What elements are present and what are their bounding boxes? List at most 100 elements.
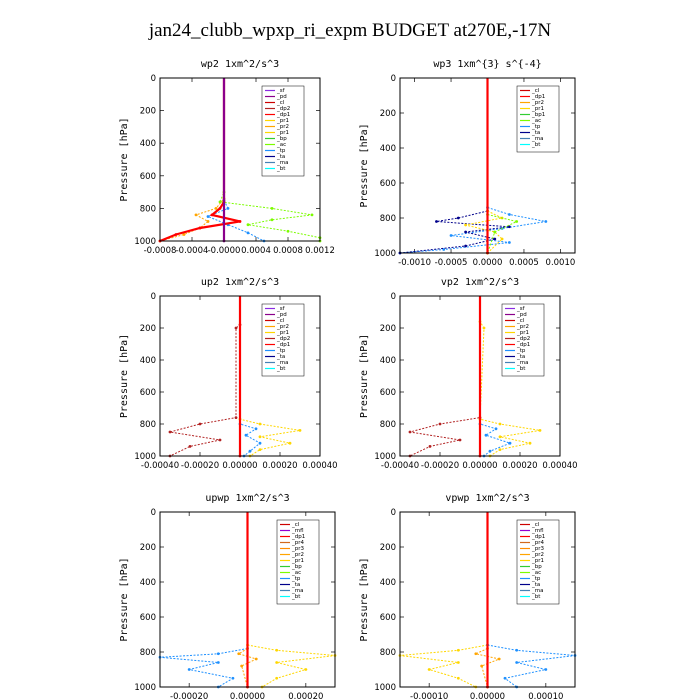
- legend-entry: _ta: [531, 582, 540, 588]
- data-point: [427, 668, 431, 671]
- data-point: [246, 223, 250, 227]
- x-tick-label: 0.00000: [470, 692, 505, 700]
- data-point: [507, 225, 511, 229]
- panel-title: wp2 1xm^2/s^3: [201, 59, 279, 70]
- series-line-tp: [159, 512, 248, 688]
- data-point: [218, 207, 222, 210]
- plot-frame: [399, 511, 576, 688]
- data-point: [188, 445, 192, 448]
- x-tick-label: -0.0005: [435, 258, 468, 268]
- data-point: [464, 230, 468, 234]
- series-line-dp2: [169, 296, 241, 457]
- legend-entry: _pr1: [516, 330, 529, 336]
- legend-entry: _pd: [276, 94, 287, 100]
- data-point: [218, 200, 222, 204]
- legend-entry: _pd: [276, 312, 287, 318]
- data-point: [456, 661, 460, 664]
- x-tick-label: -0.0000: [208, 246, 241, 256]
- y-tick-label: 800: [140, 420, 156, 430]
- x-tick-label: 0.00010: [528, 692, 563, 700]
- data-point: [493, 230, 497, 234]
- legend-entry: _sf: [276, 88, 286, 94]
- legend-entry: _ta: [291, 582, 300, 588]
- legend-entry: _ac: [531, 118, 541, 124]
- legend-entry: _tp: [531, 576, 541, 582]
- legend-entry: _cl: [531, 522, 540, 528]
- y-tick-label: 1000: [374, 683, 396, 693]
- data-point: [286, 229, 290, 233]
- legend-entry: _bp: [276, 136, 287, 142]
- legend-entry: _ma: [531, 588, 543, 594]
- data-point: [456, 216, 460, 220]
- series-line-ac: [219, 78, 321, 241]
- data-point: [498, 422, 502, 426]
- data-point: [214, 207, 218, 210]
- legend-box: [516, 519, 560, 605]
- panel-2: up2 1xm^2/s^3 Pressure [hPa] 0 200 400 600 800…: [119, 277, 338, 471]
- data-point: [198, 422, 202, 426]
- legend-entry: _pr2: [531, 552, 544, 558]
- data-point: [168, 430, 172, 434]
- legend-entry: _mfl: [531, 528, 544, 534]
- data-point: [258, 435, 262, 439]
- legend-entry: _bt: [291, 594, 301, 600]
- y-axis-label: Pressure [hPa]: [119, 334, 130, 418]
- data-point: [498, 435, 502, 439]
- data-point: [258, 448, 262, 451]
- legend-entry: _pr3: [291, 546, 305, 552]
- data-point: [310, 213, 314, 217]
- legend-entry: _pd: [516, 312, 527, 318]
- data-point: [275, 661, 279, 664]
- page-title: jan24_clubb_wpxp_ri_expm BUDGET at270E,-…: [148, 20, 552, 41]
- legend-entry: _dp1: [291, 534, 305, 540]
- x-tick-label: 0.00040: [302, 461, 337, 471]
- data-point: [544, 668, 548, 671]
- data-point: [464, 223, 468, 227]
- legend-entry: _ac: [531, 570, 541, 576]
- legend-entry: _tp: [276, 148, 286, 154]
- legend-entry: _tp: [516, 348, 526, 354]
- data-point: [482, 326, 486, 330]
- panel-title: upwp 1xm^2/s^3: [205, 493, 289, 504]
- y-tick-label: 800: [380, 420, 396, 430]
- legend-entry: _dp2: [276, 336, 290, 342]
- data-point: [174, 233, 178, 236]
- y-tick-label: 200: [380, 543, 396, 553]
- y-tick-label: 400: [140, 578, 156, 588]
- legend-entry: _pr2: [531, 100, 544, 106]
- data-point: [234, 416, 238, 419]
- x-tick-label: 0.0004: [241, 246, 271, 256]
- data-point: [275, 676, 279, 680]
- data-point: [210, 213, 214, 217]
- legend-entry: _ma: [516, 360, 528, 366]
- y-tick-label: 200: [380, 109, 396, 119]
- legend-entry: _cl: [276, 100, 285, 106]
- y-tick-label: 1000: [374, 249, 396, 259]
- legend-entry: _ta: [516, 354, 525, 360]
- y-tick-label: 800: [380, 648, 396, 658]
- y-axis-label: Pressure [hPa]: [359, 557, 370, 641]
- data-point: [194, 213, 198, 217]
- data-point: [544, 220, 548, 223]
- x-tick-label: 0.00000: [230, 692, 265, 700]
- y-tick-label: 600: [380, 388, 396, 398]
- y-tick-label: 0: [391, 74, 396, 84]
- data-point: [275, 648, 279, 652]
- data-point: [515, 661, 519, 664]
- y-tick-label: 0: [391, 292, 396, 302]
- y-tick-label: 1000: [134, 683, 156, 693]
- data-point: [258, 441, 262, 445]
- data-point: [216, 652, 220, 656]
- legend-entry: _pr2: [516, 324, 529, 330]
- data-point: [497, 657, 501, 661]
- legend-entry: _dp2: [516, 336, 530, 342]
- x-tick-label: 0.00020: [262, 461, 297, 471]
- legend-entry: _mfl: [291, 528, 304, 534]
- y-axis-label: Pressure [hPa]: [119, 117, 130, 201]
- x-tick-label: 0.00040: [542, 461, 577, 471]
- y-tick-label: 1000: [374, 452, 396, 462]
- data-point: [508, 441, 512, 445]
- data-point: [493, 237, 497, 241]
- legend-entry: _tp: [291, 576, 301, 582]
- data-point: [187, 668, 191, 671]
